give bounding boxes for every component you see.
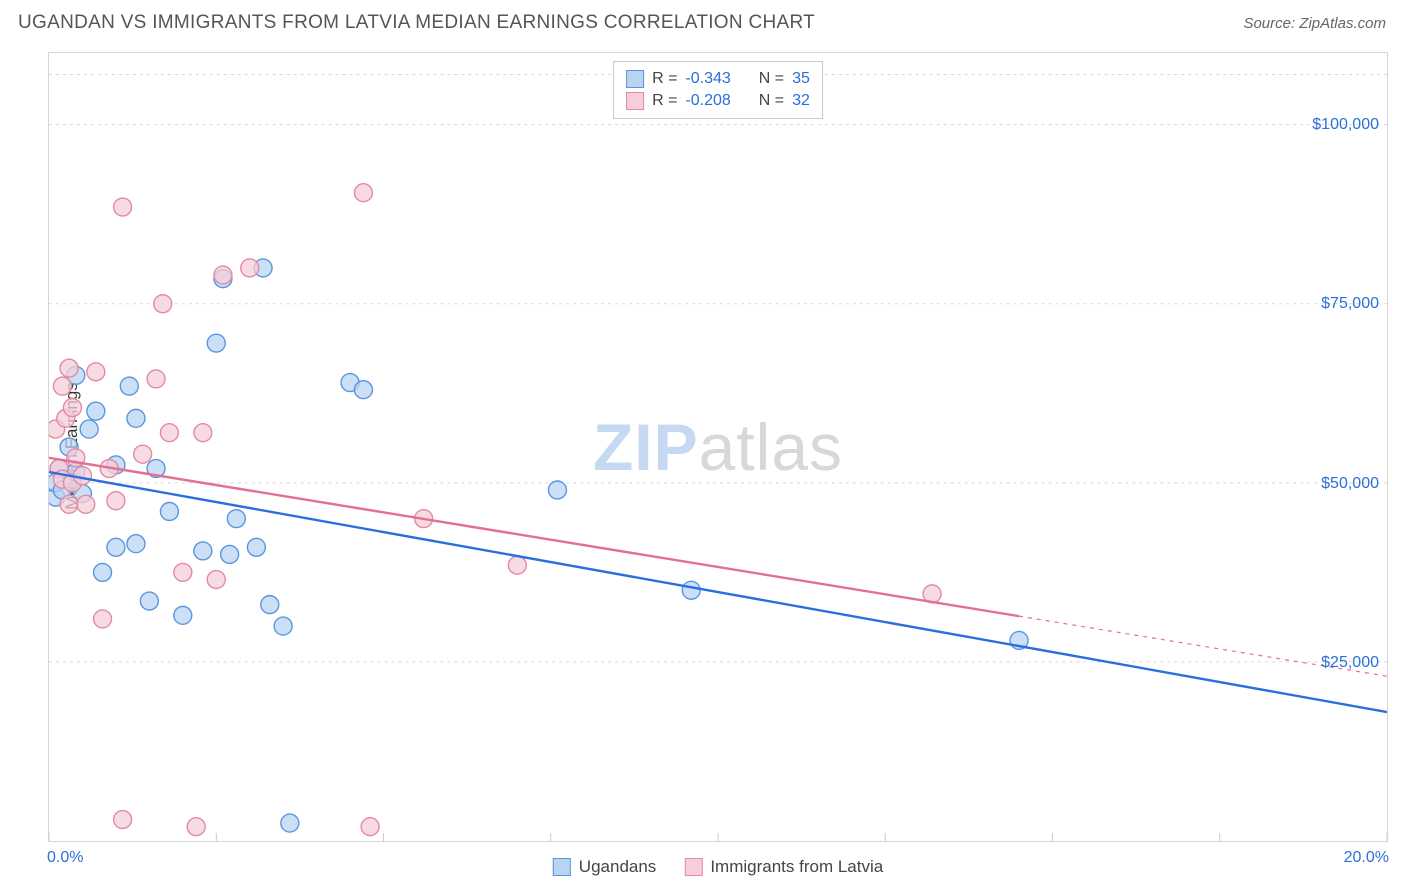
legend-swatch	[626, 92, 644, 110]
n-value: 32	[792, 92, 810, 110]
n-label: N =	[759, 92, 784, 110]
y-tick-label: $50,000	[1321, 475, 1379, 493]
series-legend-label: Immigrants from Latvia	[710, 857, 883, 877]
correlation-legend: R = -0.343 N = 35 R = -0.208 N = 32	[613, 61, 823, 119]
x-tick-min: 0.0%	[47, 849, 83, 867]
series-legend: Ugandans Immigrants from Latvia	[553, 857, 883, 877]
legend-swatch	[626, 70, 644, 88]
legend-swatch	[553, 858, 571, 876]
series-legend-label: Ugandans	[579, 857, 657, 877]
series-legend-item: Immigrants from Latvia	[684, 857, 883, 877]
r-label: R =	[652, 92, 677, 110]
r-label: R =	[652, 70, 677, 88]
chart-frame: ZIPatlas R =-0.343N =35R =-0.208N =32 $2…	[48, 52, 1388, 842]
correlation-legend-row: R = -0.208 N = 32	[626, 90, 810, 112]
r-value: -0.208	[685, 92, 730, 110]
scatter-plot	[49, 53, 1387, 841]
y-tick-label: $25,000	[1321, 654, 1379, 672]
legend-swatch	[684, 858, 702, 876]
r-value: -0.343	[685, 70, 730, 88]
n-label: N =	[759, 70, 784, 88]
series-legend-item: Ugandans	[553, 857, 657, 877]
y-tick-label: $100,000	[1312, 116, 1379, 134]
correlation-legend-row: R = -0.343 N = 35	[626, 68, 810, 90]
y-tick-label: $75,000	[1321, 295, 1379, 313]
x-tick-max: 20.0%	[1344, 849, 1389, 867]
n-value: 35	[792, 70, 810, 88]
source-attribution: Source: ZipAtlas.com	[1243, 15, 1386, 32]
chart-title: UGANDAN VS IMMIGRANTS FROM LATVIA MEDIAN…	[18, 12, 815, 34]
